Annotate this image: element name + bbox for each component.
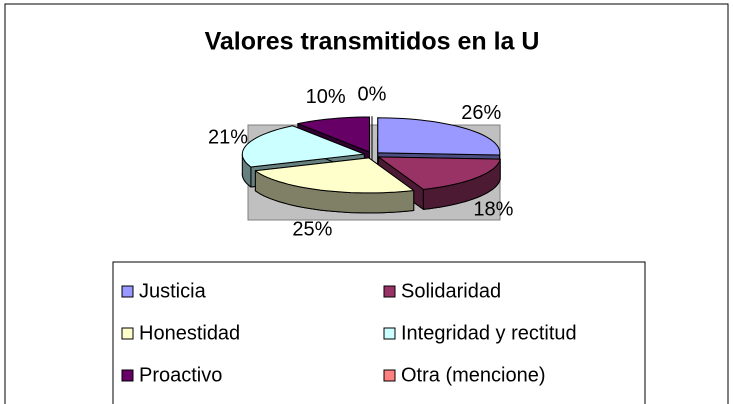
data-label: 0% [358,83,387,105]
legend-box [112,261,646,404]
chart-title: Valores transmitidos en la U [205,28,540,56]
legend-marker [121,327,134,340]
legend-label: Proactivo [139,364,222,386]
legend-marker [121,285,134,298]
slice [297,116,370,153]
legend-label: Justicia [139,280,207,302]
labels: 26% 18% 25% 21% 10% 0% [208,83,514,240]
legend: Justicia Solidaridad Honestidad Integridad … [121,280,577,386]
legend-label: Honestidad [139,322,240,344]
data-label: 10% [306,86,346,108]
legend-marker [383,369,396,382]
legend-label: Integridad y rectitud [401,322,577,344]
data-label: 18% [473,199,513,221]
slice [241,125,365,168]
slice [254,157,415,194]
data-label: 21% [208,127,248,149]
slice [378,156,501,190]
legend-label: Otra (mencione) [401,364,546,386]
pie [241,116,501,214]
data-label: 25% [292,218,332,240]
legend-marker [383,327,396,340]
legend-marker [121,369,134,382]
legend-label: Solidaridad [401,280,501,302]
slice [377,117,501,156]
data-label: 26% [461,102,501,124]
legend-marker [383,285,396,298]
